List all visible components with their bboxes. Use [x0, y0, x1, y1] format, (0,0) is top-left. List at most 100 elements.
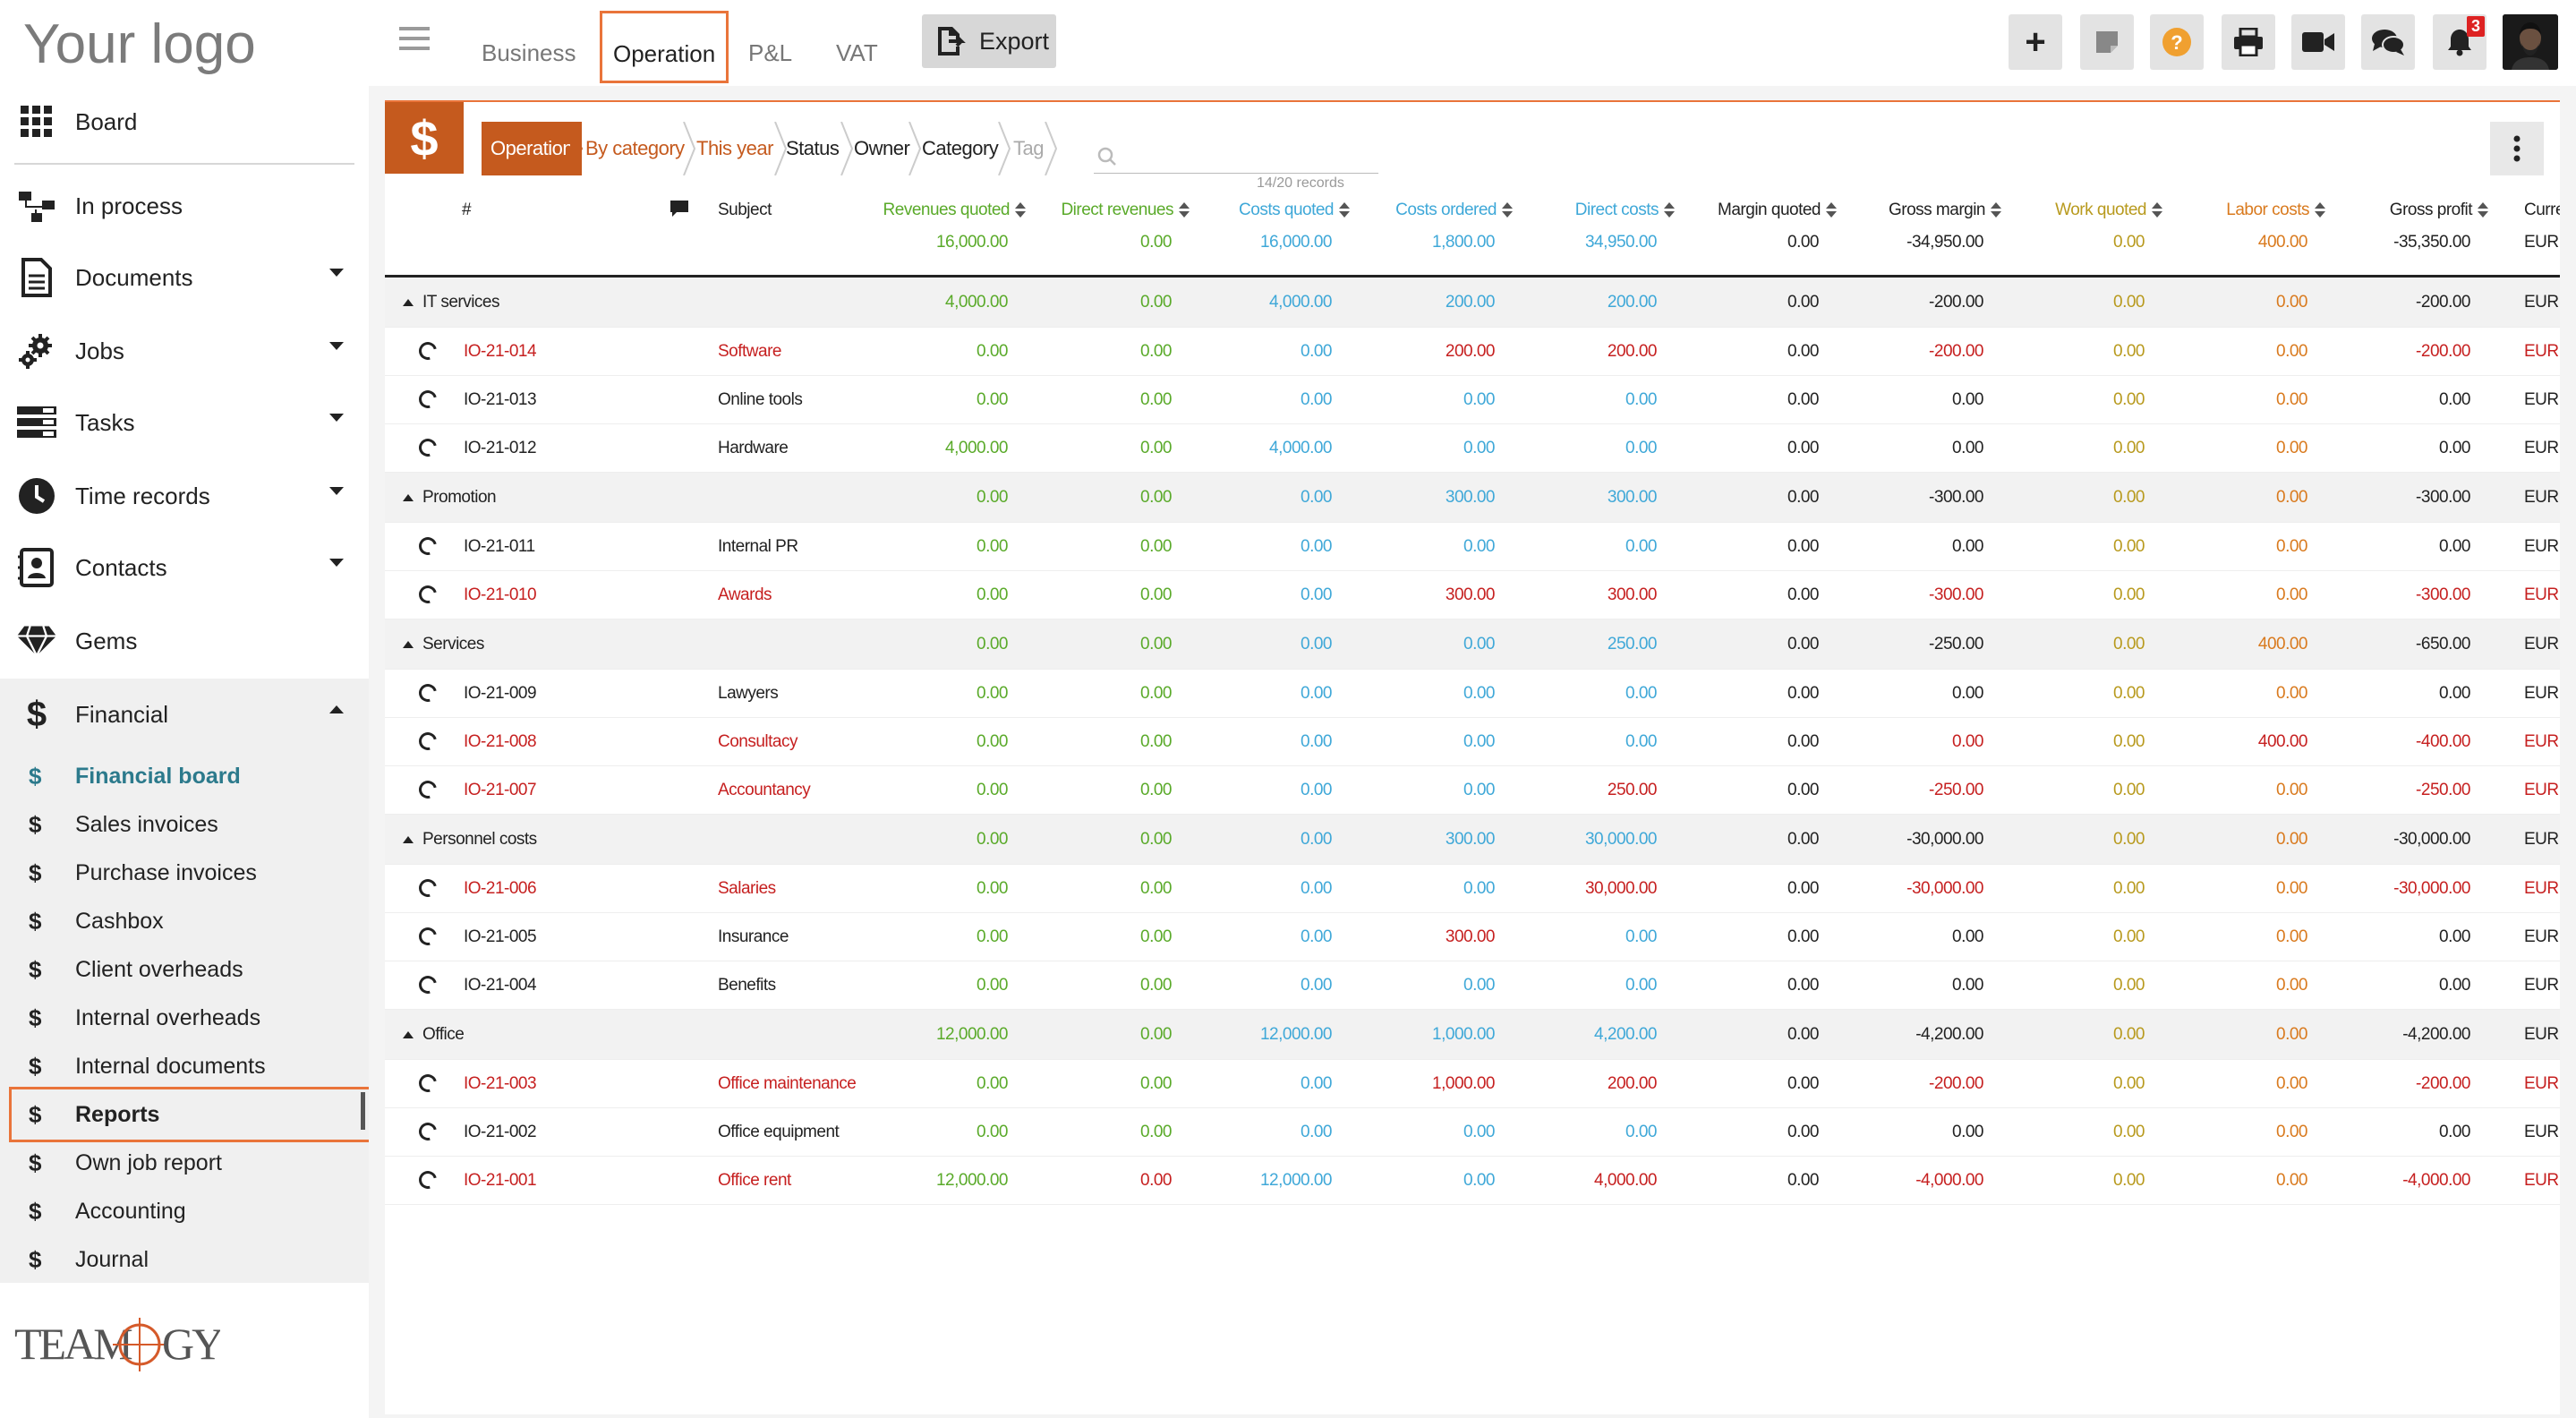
- tab-vat[interactable]: VAT: [836, 39, 878, 66]
- sidebar-subitem-reports[interactable]: $ Reports: [9, 1087, 376, 1142]
- status-circle-icon[interactable]: [415, 534, 440, 559]
- sort-icon[interactable]: [1664, 201, 1675, 218]
- status-circle-icon[interactable]: [415, 924, 440, 949]
- status-circle-icon[interactable]: [415, 435, 440, 460]
- status-circle-icon[interactable]: [415, 582, 440, 607]
- tab-business[interactable]: Business: [482, 39, 576, 66]
- sidebar-subitem-internal-documents[interactable]: $ Internal documents: [0, 1042, 369, 1090]
- chevron-down-icon[interactable]: [329, 487, 344, 495]
- job-number[interactable]: IO-21-009: [464, 684, 537, 703]
- table-row[interactable]: IO-21-014 Software 0.00 0.00 0.00 200.00 200.0…: [385, 328, 2560, 376]
- header-margin-quoted[interactable]: Margin quoted: [1718, 201, 1837, 220]
- menu-icon[interactable]: [399, 27, 430, 54]
- header-work-quoted[interactable]: Work quoted: [2055, 201, 2162, 220]
- table-row[interactable]: IO-21-003 Office maintenance 0.00 0.00 0.00 1…: [385, 1060, 2560, 1108]
- search-input[interactable]: [1094, 141, 1378, 174]
- sort-icon[interactable]: [1826, 201, 1837, 218]
- job-number[interactable]: IO-21-005: [464, 927, 537, 946]
- job-number[interactable]: IO-21-011: [464, 537, 535, 556]
- collapse-icon[interactable]: [403, 494, 414, 501]
- sidebar-item-financial[interactable]: $ Financial: [0, 679, 369, 750]
- job-subject[interactable]: Software: [718, 342, 781, 361]
- filter-tag[interactable]: Tag: [1013, 137, 1044, 159]
- sidebar-subitem-sales-invoices[interactable]: $ Sales invoices: [0, 800, 369, 849]
- job-subject[interactable]: Insurance: [718, 927, 789, 946]
- header-direct-revenues[interactable]: Direct revenues: [1061, 201, 1190, 220]
- group-row[interactable]: Promotion 0.00 0.00 0.00 300.00 300.00 0.00 -30…: [385, 473, 2560, 523]
- job-number[interactable]: IO-21-010: [464, 585, 537, 604]
- sort-icon[interactable]: [2478, 201, 2488, 218]
- chevron-up-icon[interactable]: [329, 705, 344, 713]
- table-row[interactable]: IO-21-013 Online tools 0.00 0.00 0.00 0.00 0.0…: [385, 376, 2560, 424]
- notifications-button[interactable]: 3: [2433, 14, 2486, 70]
- job-number[interactable]: IO-21-002: [464, 1123, 537, 1141]
- group-row[interactable]: Personnel costs 0.00 0.00 0.00 300.00 30,000.…: [385, 815, 2560, 865]
- job-subject[interactable]: Office equipment: [718, 1123, 840, 1141]
- filter-operation[interactable]: Operation: [482, 122, 583, 175]
- more-options-button[interactable]: [2490, 122, 2544, 175]
- chat-button[interactable]: [2361, 14, 2415, 70]
- table-row[interactable]: IO-21-012 Hardware 4,000.00 0.00 4,000.00 0.0…: [385, 424, 2560, 473]
- sort-icon[interactable]: [1015, 201, 1026, 218]
- status-circle-icon[interactable]: [415, 876, 440, 901]
- note-button[interactable]: [2080, 14, 2134, 70]
- filter-by-category[interactable]: By category: [585, 137, 685, 159]
- filter-status[interactable]: Status: [786, 137, 840, 159]
- group-row[interactable]: IT services 4,000.00 0.00 4,000.00 200.00 200…: [385, 278, 2560, 328]
- collapse-icon[interactable]: [403, 1031, 414, 1038]
- header-gross-profit[interactable]: Gross profit: [2390, 201, 2488, 220]
- sidebar-subitem-client-overheads[interactable]: $ Client overheads: [0, 945, 369, 994]
- job-subject[interactable]: Office rent: [718, 1171, 791, 1190]
- header-subject[interactable]: Subject: [718, 201, 772, 219]
- filter-category[interactable]: Category: [922, 137, 999, 159]
- sort-icon[interactable]: [2152, 201, 2162, 218]
- sidebar-subitem-financial-board[interactable]: $ Financial board: [0, 752, 369, 800]
- status-circle-icon[interactable]: [415, 1071, 440, 1096]
- job-subject[interactable]: Awards: [718, 585, 772, 604]
- status-circle-icon[interactable]: [415, 1119, 440, 1144]
- tab-pl[interactable]: P&L: [748, 39, 793, 66]
- sidebar-item-contacts[interactable]: Contacts: [0, 532, 369, 603]
- status-circle-icon[interactable]: [415, 338, 440, 363]
- status-circle-icon[interactable]: [415, 777, 440, 802]
- print-button[interactable]: [2222, 14, 2275, 70]
- sidebar-subitem-accounting[interactable]: $ Accounting: [0, 1187, 369, 1235]
- job-number[interactable]: IO-21-012: [464, 439, 537, 457]
- job-number[interactable]: IO-21-001: [464, 1171, 537, 1190]
- table-row[interactable]: IO-21-001 Office rent 12,000.00 0.00 12,000.…: [385, 1157, 2560, 1205]
- header-currency[interactable]: Currency: [2524, 201, 2560, 220]
- sidebar-item-documents[interactable]: Documents: [0, 242, 369, 313]
- status-circle-icon[interactable]: [415, 387, 440, 412]
- status-circle-icon[interactable]: [415, 1167, 440, 1192]
- table-row[interactable]: IO-21-008 Consultacy 0.00 0.00 0.00 0.00 0.00 0…: [385, 718, 2560, 766]
- job-number[interactable]: IO-21-008: [464, 732, 537, 751]
- sidebar-subitem-journal[interactable]: $ Journal: [0, 1235, 369, 1284]
- status-circle-icon[interactable]: [415, 680, 440, 705]
- header-number[interactable]: #: [462, 201, 472, 219]
- job-subject[interactable]: Accountancy: [718, 781, 811, 799]
- help-button[interactable]: ?: [2150, 14, 2204, 70]
- job-subject[interactable]: Internal PR: [718, 537, 798, 556]
- app-logo[interactable]: Your logo: [23, 13, 256, 75]
- job-subject[interactable]: Benefits: [718, 976, 776, 995]
- header-costs-ordered[interactable]: Costs ordered: [1395, 201, 1513, 220]
- job-subject[interactable]: Salaries: [718, 879, 776, 898]
- job-number[interactable]: IO-21-006: [464, 879, 537, 898]
- sort-icon[interactable]: [1502, 201, 1513, 218]
- table-row[interactable]: IO-21-011 Internal PR 0.00 0.00 0.00 0.00 0.00…: [385, 523, 2560, 571]
- collapse-icon[interactable]: [403, 299, 414, 306]
- add-button[interactable]: +: [2009, 14, 2062, 70]
- header-costs-quoted[interactable]: Costs quoted: [1239, 201, 1350, 220]
- sidebar-item-gems[interactable]: Gems: [0, 605, 369, 677]
- status-circle-icon[interactable]: [415, 972, 440, 997]
- job-number[interactable]: IO-21-007: [464, 781, 537, 799]
- video-button[interactable]: [2291, 14, 2345, 70]
- sort-icon[interactable]: [2315, 201, 2325, 218]
- sidebar-subitem-purchase-invoices[interactable]: $ Purchase invoices: [0, 849, 369, 897]
- comment-icon[interactable]: [670, 199, 689, 224]
- job-number[interactable]: IO-21-014: [464, 342, 537, 361]
- sort-icon[interactable]: [1991, 201, 2001, 218]
- sidebar-subitem-cashbox[interactable]: $ Cashbox: [0, 897, 369, 945]
- header-revenues-quoted[interactable]: Revenues quoted: [883, 201, 1026, 220]
- filter-owner[interactable]: Owner: [854, 137, 910, 159]
